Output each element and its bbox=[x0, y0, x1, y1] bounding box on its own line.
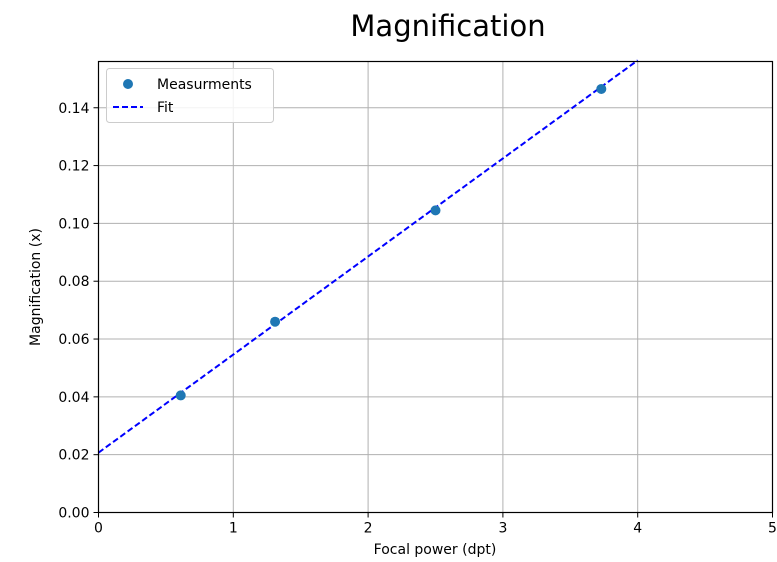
legend-label-fit: Fit bbox=[157, 100, 174, 116]
y-tick-label: 0.04 bbox=[58, 390, 89, 406]
y-tick-label: 0.00 bbox=[58, 506, 89, 522]
x-tick-label: 1 bbox=[229, 521, 238, 537]
fit-layer bbox=[97, 59, 639, 454]
y-tick-label: 0.08 bbox=[58, 274, 89, 290]
x-tick-label: 0 bbox=[94, 521, 103, 537]
y-tick-label: 0.06 bbox=[58, 332, 89, 348]
x-axis-label: Focal power (dpt) bbox=[374, 542, 497, 558]
plot-frame bbox=[97, 60, 774, 514]
x-tick-label: 3 bbox=[498, 521, 507, 537]
points-layer bbox=[175, 83, 607, 401]
x-tick-label: 2 bbox=[364, 521, 373, 537]
y-axis-label: Magnification (x) bbox=[28, 228, 44, 346]
data-point bbox=[430, 205, 441, 216]
legend-box bbox=[106, 68, 274, 123]
legend-label-measurments: Measurments bbox=[157, 77, 252, 93]
data-point bbox=[175, 390, 186, 401]
grid-lines bbox=[98, 61, 773, 513]
legend-point-marker bbox=[123, 79, 133, 89]
data-point bbox=[596, 83, 607, 94]
fit-line bbox=[97, 59, 639, 454]
y-tick-label: 0.10 bbox=[58, 216, 89, 232]
y-tick-label: 0.02 bbox=[58, 448, 89, 464]
legend: Measurments Fit bbox=[106, 68, 274, 123]
axis-ticks: 0 1 2 3 4 5 0.00 0.02 0.04 0.06 0.08 0.10 0.12 0.14 bbox=[58, 101, 777, 537]
x-tick-label: 4 bbox=[633, 521, 642, 537]
y-tick-label: 0.12 bbox=[58, 159, 89, 175]
data-point bbox=[270, 316, 281, 327]
chart-title: Magnification bbox=[350, 9, 545, 43]
x-tick-label: 5 bbox=[768, 521, 777, 537]
y-tick-label: 0.14 bbox=[58, 101, 89, 117]
